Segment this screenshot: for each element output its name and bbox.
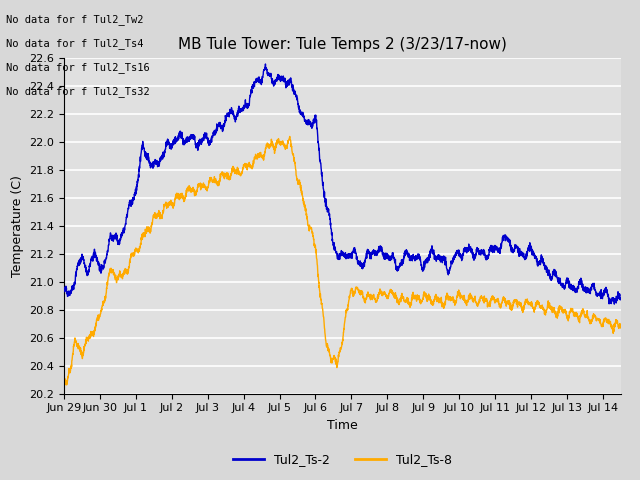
Tul2_Ts-8 bbox=[157, 213, 164, 218]
Text: No data for f Tul2_Ts32: No data for f Tul2_Ts32 bbox=[6, 86, 150, 97]
Tul2_Ts-8 bbox=[124, 267, 132, 273]
Tul2_Ts-2 bbox=[546, 271, 554, 277]
Tul2_Ts-2 bbox=[60, 289, 68, 295]
Tul2_Ts-8 bbox=[62, 382, 70, 388]
Tul2_Ts-8 bbox=[286, 133, 294, 139]
Text: No data for f Tul2_Ts16: No data for f Tul2_Ts16 bbox=[6, 62, 150, 73]
Tul2_Ts-2 bbox=[274, 72, 282, 77]
Legend: Tul2_Ts-2, Tul2_Ts-8: Tul2_Ts-2, Tul2_Ts-8 bbox=[228, 448, 457, 471]
Tul2_Ts-2 bbox=[606, 297, 614, 303]
Tul2_Ts-8 bbox=[274, 141, 282, 146]
Tul2_Ts-8 bbox=[617, 324, 625, 329]
Text: No data for f Tul2_Tw2: No data for f Tul2_Tw2 bbox=[6, 14, 144, 25]
Y-axis label: Temperature (C): Temperature (C) bbox=[11, 175, 24, 276]
Line: Tul2_Ts-2: Tul2_Ts-2 bbox=[64, 64, 621, 304]
Tul2_Ts-8 bbox=[298, 191, 306, 196]
Tul2_Ts-2 bbox=[611, 301, 618, 307]
Tul2_Ts-2 bbox=[157, 156, 164, 162]
Tul2_Ts-8 bbox=[60, 375, 68, 381]
Text: No data for f Tul2_Ts4: No data for f Tul2_Ts4 bbox=[6, 38, 144, 49]
Tul2_Ts-2 bbox=[262, 61, 269, 67]
Tul2_Ts-2 bbox=[617, 295, 625, 300]
Tul2_Ts-8 bbox=[547, 306, 554, 312]
Line: Tul2_Ts-8: Tul2_Ts-8 bbox=[64, 136, 621, 385]
Tul2_Ts-2 bbox=[298, 112, 306, 118]
X-axis label: Time: Time bbox=[327, 419, 358, 432]
Title: MB Tule Tower: Tule Temps 2 (3/23/17-now): MB Tule Tower: Tule Temps 2 (3/23/17-now… bbox=[178, 37, 507, 52]
Tul2_Ts-2 bbox=[124, 210, 131, 216]
Tul2_Ts-8 bbox=[606, 321, 614, 326]
